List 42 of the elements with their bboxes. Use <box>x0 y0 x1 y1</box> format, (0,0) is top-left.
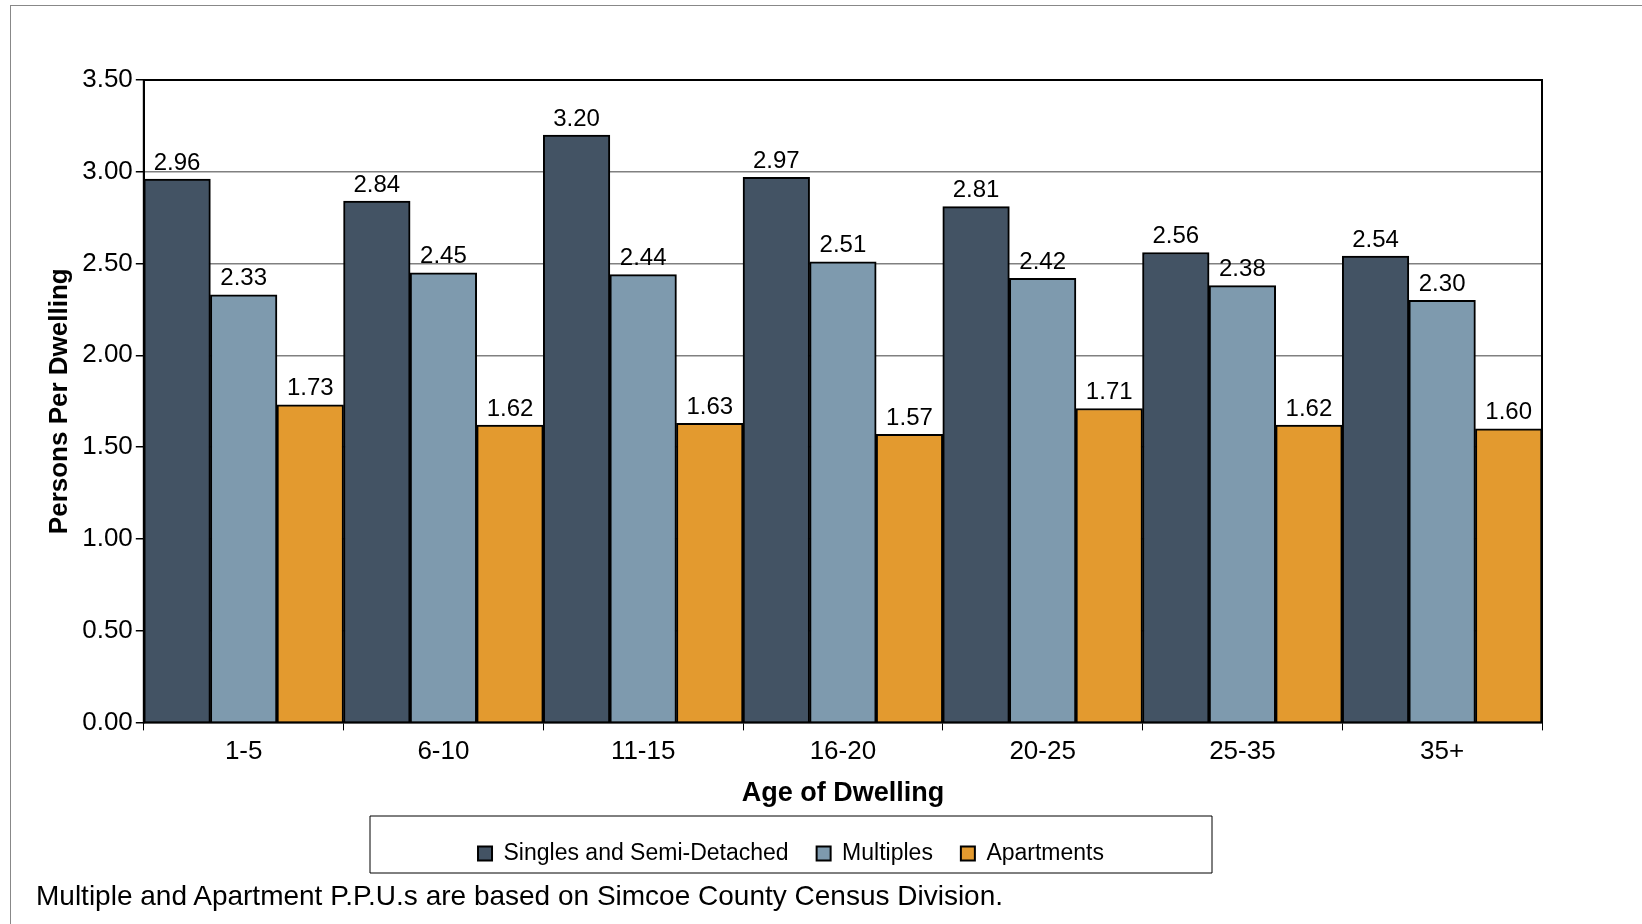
x-axis-title: Age of Dwelling <box>741 777 945 808</box>
y-tick-label: 3.00 <box>82 154 133 185</box>
y-tick-label: 2.50 <box>82 246 133 277</box>
data-label: 2.33 <box>220 263 268 291</box>
data-label: 1.57 <box>886 402 933 430</box>
data-label: 2.56 <box>1152 221 1200 249</box>
x-tick-label: 1-5 <box>224 735 263 766</box>
data-label: 2.96 <box>153 147 201 175</box>
legend-label: Multiples <box>842 838 933 865</box>
x-tick-label: 11-15 <box>610 735 676 766</box>
data-label: 2.97 <box>752 145 800 173</box>
x-tick-label: 25-35 <box>1209 735 1276 766</box>
data-label: 1.62 <box>486 393 534 421</box>
legend-label: Singles and Semi-Detached <box>503 838 789 865</box>
x-tick-label: 35+ <box>1420 735 1465 766</box>
data-label: 3.20 <box>553 103 600 131</box>
data-label: 2.45 <box>420 241 467 269</box>
data-label: 1.71 <box>1085 377 1133 405</box>
y-tick-label: 1.50 <box>82 430 133 461</box>
y-tick-label: 0.00 <box>82 705 133 736</box>
x-tick-label: 20-25 <box>1009 735 1076 766</box>
text: Multiple and Apartment P.P.U.s are based on Simcoe County Census Division. <box>36 880 1004 912</box>
y-tick-label: 2.00 <box>82 338 133 369</box>
data-label: 2.44 <box>619 243 667 271</box>
y-axis-title: Persons Per Dwelling <box>42 268 73 535</box>
data-label: 2.54 <box>1352 224 1399 252</box>
y-tick-label: 0.50 <box>82 613 133 644</box>
x-tick-label: 16-20 <box>809 735 877 766</box>
data-label: 2.81 <box>952 175 1000 203</box>
data-label: 1.60 <box>1485 397 1533 425</box>
data-label: 2.84 <box>353 169 401 197</box>
x-tick-label: 6-10 <box>417 735 470 766</box>
data-label: 2.51 <box>819 230 867 258</box>
y-tick-label: 3.50 <box>82 63 133 94</box>
y-tick-label: 1.00 <box>82 522 133 553</box>
data-label: 2.30 <box>1418 268 1466 296</box>
legend-label: Apartments <box>986 838 1104 865</box>
data-label: 1.63 <box>686 391 734 419</box>
data-label: 1.73 <box>286 373 334 401</box>
data-label: 2.38 <box>1219 254 1266 282</box>
data-label: 2.42 <box>1019 246 1066 274</box>
data-label: 1.62 <box>1285 393 1333 421</box>
